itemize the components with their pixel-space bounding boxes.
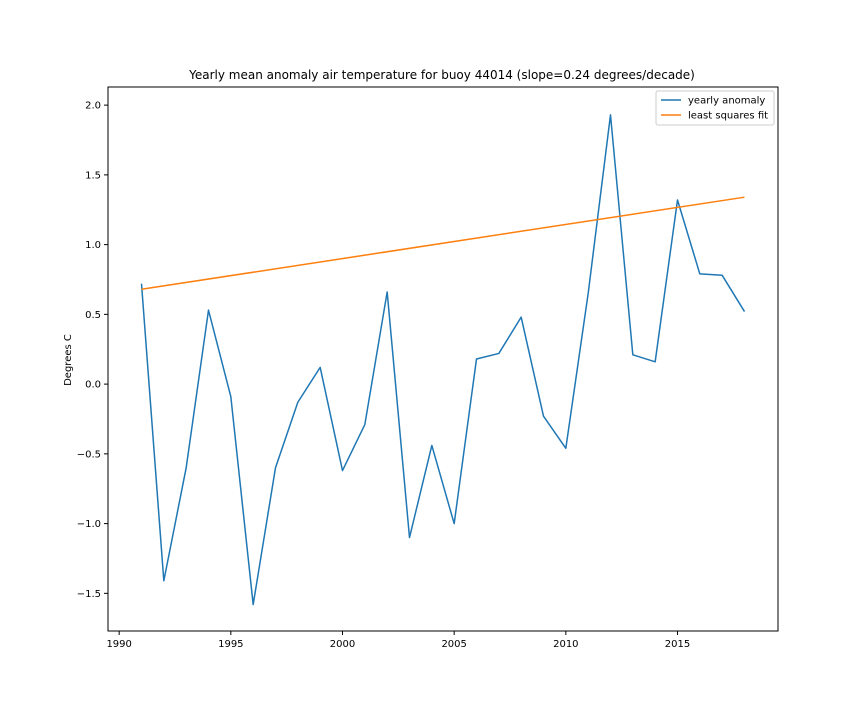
y-tick-label: 1.5 xyxy=(85,170,101,181)
legend-label-yearly-anomaly: yearly anomaly xyxy=(688,96,765,107)
y-tick-label: 0.5 xyxy=(85,310,101,321)
chart-title: Yearly mean anomaly air temperature for … xyxy=(188,68,695,82)
legend-box xyxy=(655,90,775,126)
x-tick-label: 1990 xyxy=(106,639,131,650)
x-tick-label: 1995 xyxy=(218,639,243,650)
legend-label-least-squares-fit: least squares fit xyxy=(688,111,768,122)
y-tick-label: −0.5 xyxy=(77,449,101,460)
y-tick-label: 2.0 xyxy=(85,101,101,112)
x-tick-label: 2015 xyxy=(665,639,690,650)
y-tick-label: −1.0 xyxy=(77,519,101,530)
series-line-yearly-anomaly xyxy=(140,114,746,606)
y-tick-label: 1.0 xyxy=(85,240,101,251)
y-axis: −1.5 −1.0 −0.5 0.0 0.5 1.0 1.5 2.0 xyxy=(77,101,108,600)
legend: yearly anomaly least squares fit xyxy=(655,90,775,126)
x-tick-label: 2000 xyxy=(330,639,355,650)
x-tick-label: 2010 xyxy=(553,639,578,650)
series-line-least-squares-fit xyxy=(141,196,745,291)
x-axis: 1990 1995 2000 2005 2010 2015 xyxy=(106,631,690,650)
y-tick-label: 0.0 xyxy=(85,380,101,391)
y-tick-label: −1.5 xyxy=(77,589,101,600)
x-tick-label: 2005 xyxy=(441,639,466,650)
y-axis-label: Degrees C xyxy=(63,334,74,386)
series-layer xyxy=(140,114,746,606)
plot-area xyxy=(107,86,779,632)
